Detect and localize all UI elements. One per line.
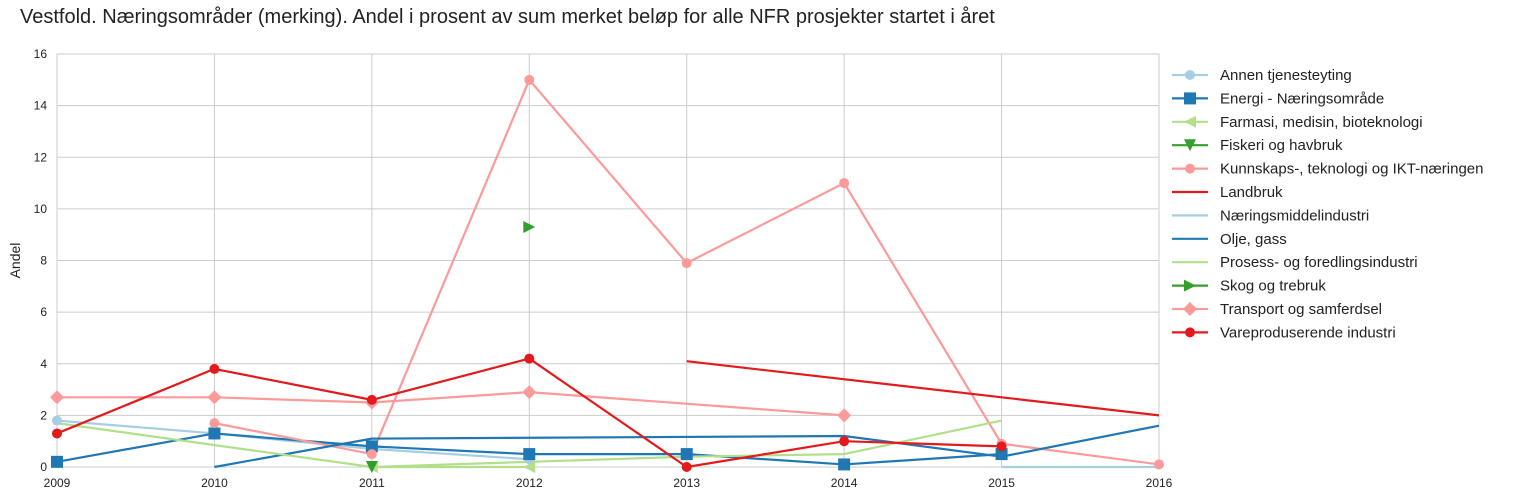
y-tick-label: 6 bbox=[40, 305, 47, 319]
x-tick-label: 2016 bbox=[1146, 476, 1173, 490]
x-tick-label: 2010 bbox=[201, 476, 228, 490]
data-point bbox=[209, 418, 220, 429]
x-tick-label: 2015 bbox=[988, 476, 1015, 490]
series-line bbox=[56, 419, 530, 461]
legend-label: Transport og samferdsel bbox=[1220, 301, 1382, 318]
legend-marker bbox=[1184, 115, 1196, 128]
y-tick-label: 4 bbox=[40, 357, 47, 371]
data-point bbox=[995, 448, 1008, 461]
legend-label: Farmasi, medisin, bioteknologi bbox=[1220, 114, 1423, 131]
data-point bbox=[996, 441, 1007, 452]
data-point bbox=[209, 363, 220, 374]
data-point bbox=[523, 220, 536, 233]
plot-frame bbox=[56, 53, 1160, 468]
y-tick-label: 14 bbox=[34, 99, 48, 113]
y-axis-label: Andel bbox=[7, 243, 23, 279]
x-tick-label: 2012 bbox=[516, 476, 543, 490]
data-point bbox=[52, 415, 62, 426]
data-point bbox=[522, 385, 537, 400]
legend-label: Kunnskaps-, teknologi og IKT-næringen bbox=[1220, 161, 1484, 178]
legend-marker bbox=[1184, 279, 1196, 292]
chart-title: Vestfold. Næringsområder (merking). Ande… bbox=[20, 6, 995, 28]
data-point bbox=[365, 440, 378, 453]
series-line bbox=[56, 419, 1002, 469]
data-point bbox=[839, 436, 850, 447]
x-tick-label: 2011 bbox=[359, 476, 385, 490]
series-line bbox=[214, 424, 1160, 469]
data-point bbox=[208, 427, 221, 440]
y-tick-label: 0 bbox=[40, 460, 47, 474]
data-point bbox=[1154, 459, 1164, 470]
legend-marker bbox=[1184, 139, 1196, 152]
data-point bbox=[366, 449, 377, 460]
data-point bbox=[680, 448, 693, 461]
legend-label: Vareproduserende industri bbox=[1220, 324, 1396, 341]
data-point bbox=[523, 461, 536, 473]
data-point bbox=[837, 408, 852, 423]
legend-label: Næringsmiddelindustri bbox=[1220, 207, 1369, 224]
data-point bbox=[838, 458, 851, 471]
legend-label: Skog og trebruk bbox=[1220, 278, 1326, 295]
data-point bbox=[51, 455, 63, 468]
y-tick-label: 12 bbox=[34, 150, 48, 164]
data-point bbox=[366, 394, 377, 405]
y-tick-label: 8 bbox=[40, 254, 47, 268]
legend-label: Energi - Næringsområde bbox=[1220, 90, 1384, 107]
legend-marker bbox=[1183, 302, 1197, 316]
legend-label: Fiskeri og havbruk bbox=[1220, 137, 1343, 154]
y-tick-label: 16 bbox=[34, 47, 48, 61]
legend-marker bbox=[1184, 92, 1196, 105]
data-point bbox=[523, 448, 536, 461]
legend-label: Landbruk bbox=[1220, 184, 1283, 201]
legend-label: Annen tjenesteyting bbox=[1220, 67, 1352, 84]
y-tick-label: 10 bbox=[34, 202, 48, 216]
data-point bbox=[50, 390, 64, 405]
legend-marker bbox=[1185, 70, 1195, 80]
data-point bbox=[681, 258, 692, 269]
x-tick-label: 2014 bbox=[831, 476, 858, 490]
data-point bbox=[839, 178, 850, 189]
legend-marker bbox=[1185, 327, 1195, 338]
data-point bbox=[681, 462, 692, 472]
series-line bbox=[686, 360, 1160, 417]
data-point bbox=[524, 74, 535, 85]
data-point bbox=[524, 353, 535, 364]
legend-label: Olje, gass bbox=[1220, 231, 1287, 248]
y-tick-label: 2 bbox=[40, 408, 47, 422]
data-point bbox=[207, 390, 222, 405]
legend-marker bbox=[1185, 163, 1195, 174]
x-tick-label: 2013 bbox=[673, 476, 700, 490]
x-tick-label: 2009 bbox=[44, 476, 71, 490]
data-point bbox=[52, 428, 62, 439]
legend-label: Prosess- og foredlingsindustri bbox=[1220, 254, 1418, 271]
data-point bbox=[365, 461, 378, 473]
